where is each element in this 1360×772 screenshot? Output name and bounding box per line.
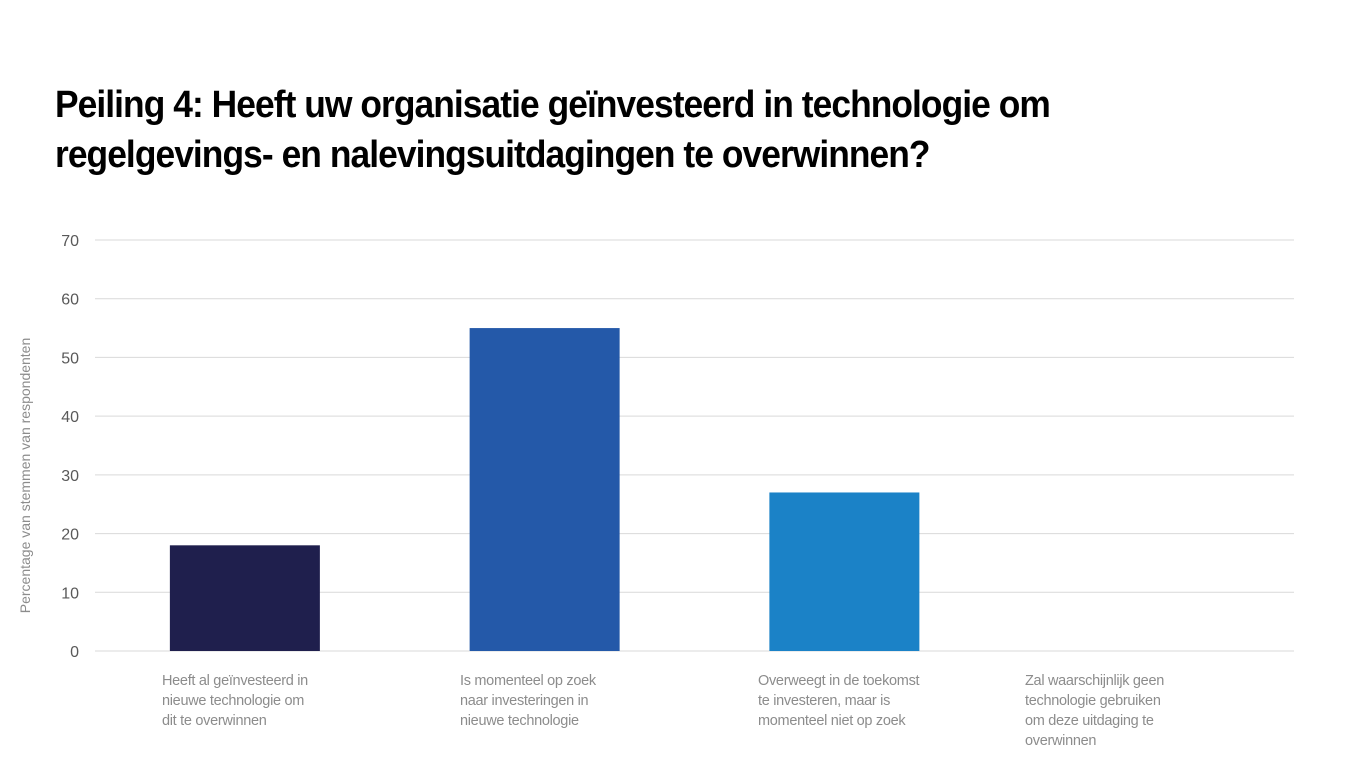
chart-title: Peiling 4: Heeft uw organisatie geïnvest… — [55, 80, 1171, 180]
y-tick-label: 60 — [61, 292, 79, 309]
chart-title-line-2: regelgevings- en nalevingsuitdagingen te… — [55, 134, 931, 176]
gridlines — [95, 239, 1294, 652]
y-axis-label: Percentage van stemmen van respondenten — [17, 338, 33, 614]
x-tick-label-line: technologie gebruiken — [1025, 693, 1161, 709]
x-tick-label-line: Heeft al geïnvesteerd in — [162, 673, 308, 689]
x-tick-label-line: Is momenteel op zoek — [460, 673, 596, 689]
bar-1 — [169, 545, 320, 651]
x-tick-label-line: om deze uitdaging te — [1025, 713, 1154, 729]
y-tick-label: 50 — [61, 350, 79, 367]
x-tick-label-line: overwinnen — [1025, 733, 1097, 749]
y-tick-label: 30 — [61, 468, 79, 485]
x-tick-label-line: momenteel niet op zoek — [758, 713, 906, 729]
y-axis-ticks: 0 10 20 30 40 50 60 70 — [61, 233, 79, 661]
x-tick-label-4: Zal waarschijnlijk geen technologie gebru… — [1025, 671, 1195, 751]
x-tick-label-line: Zal waarschijnlijk geen — [1025, 673, 1164, 689]
x-tick-label-line: nieuwe technologie — [460, 713, 579, 729]
x-tick-label-3: Overweegt in de toekomst te investeren, m… — [758, 671, 928, 731]
bars — [169, 328, 920, 651]
y-tick-label: 0 — [70, 644, 79, 661]
y-tick-label: 10 — [61, 585, 79, 602]
y-tick-label: 40 — [61, 409, 79, 426]
x-tick-label-line: Overweegt in de toekomst — [758, 673, 920, 689]
y-tick-label: 20 — [61, 527, 79, 544]
x-tick-label-line: naar investeringen in — [460, 693, 589, 709]
x-tick-label-2: Is momenteel op zoek naar investeringen i… — [460, 671, 630, 731]
chart-title-line-1: Peiling 4: Heeft uw organisatie geïnvest… — [55, 84, 1051, 126]
bar-3 — [769, 492, 920, 651]
x-tick-label-1: Heeft al geïnvesteerd in nieuwe technolog… — [162, 671, 332, 731]
bar-2 — [469, 328, 620, 651]
x-tick-label-line: nieuwe technologie om — [162, 693, 305, 709]
y-tick-label: 70 — [61, 233, 79, 250]
x-tick-label-line: te investeren, maar is — [758, 693, 891, 709]
x-tick-label-line: dit te overwinnen — [162, 713, 267, 729]
